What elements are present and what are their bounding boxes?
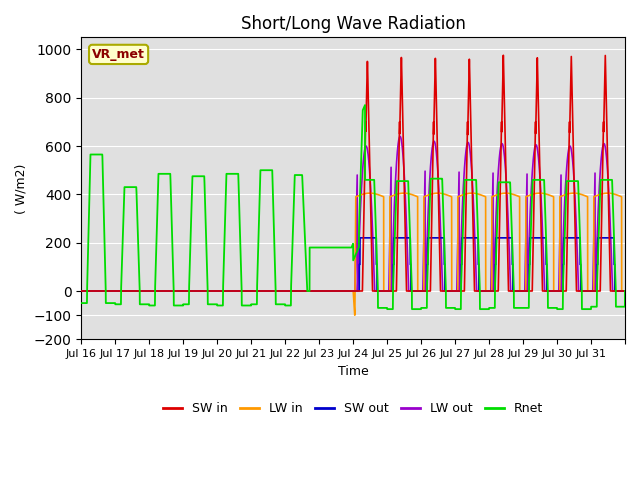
Title: Short/Long Wave Radiation: Short/Long Wave Radiation <box>241 15 465 33</box>
Text: VR_met: VR_met <box>92 48 145 61</box>
Legend: SW in, LW in, SW out, LW out, Rnet: SW in, LW in, SW out, LW out, Rnet <box>158 397 548 420</box>
Y-axis label: ( W/m2): ( W/m2) <box>15 163 28 214</box>
X-axis label: Time: Time <box>338 365 369 378</box>
